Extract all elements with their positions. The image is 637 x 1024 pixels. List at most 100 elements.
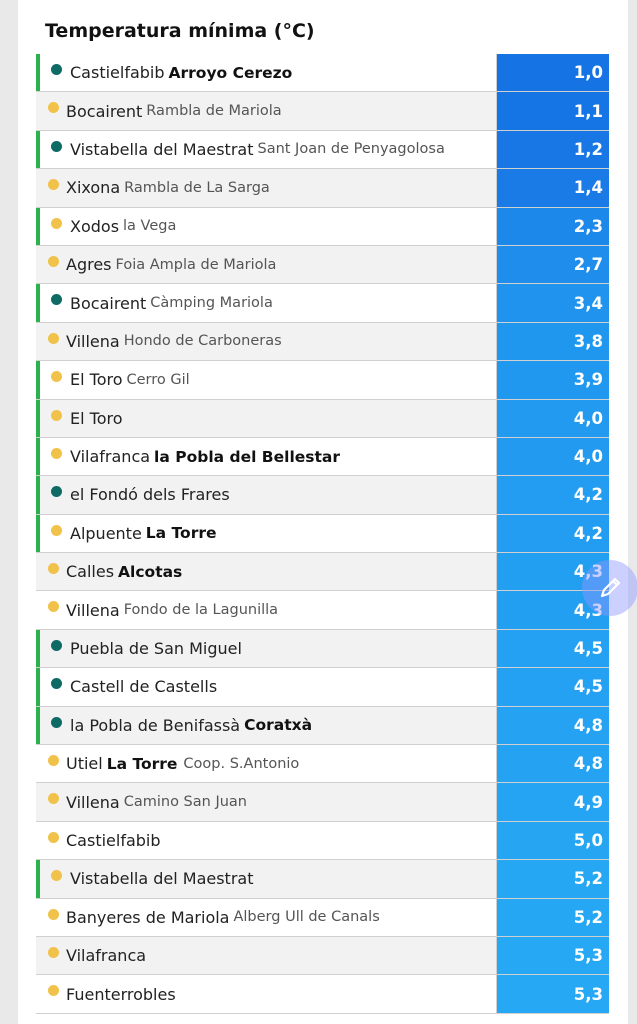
- station-cell: Utiel La Torre Coop. S.Antonio: [36, 745, 497, 783]
- station-dot-icon: [48, 255, 59, 267]
- station-dot-icon: [48, 563, 59, 575]
- table-row[interactable]: Castielfabib Arroyo Cerezo 1,0: [36, 54, 609, 93]
- station-location: El Toro: [70, 370, 123, 390]
- temperature-value: 4,9: [497, 783, 609, 821]
- station-dot-icon: [48, 102, 59, 114]
- table-row[interactable]: Villena Fondo de la Lagunilla 4,3: [36, 591, 609, 630]
- table-row[interactable]: Fuenterrobles 5,3: [36, 975, 609, 1014]
- edit-fab-button[interactable]: [582, 560, 637, 616]
- station-name: La Torre: [106, 754, 178, 773]
- table-row[interactable]: Utiel La Torre Coop. S.Antonio 4,8: [36, 745, 609, 784]
- temperature-value: 3,4: [497, 284, 609, 322]
- station-name: la Vega: [123, 218, 177, 235]
- temperature-value: 5,0: [497, 821, 609, 860]
- table-row[interactable]: Bocairent Rambla de Mariola 1,1: [36, 92, 609, 131]
- table-row[interactable]: Puebla de San Miguel 4,5: [36, 629, 609, 669]
- station-cell: El Toro: [36, 399, 497, 437]
- station-cell: Banyeres de Mariola Alberg Ull de Canals: [36, 898, 497, 936]
- station-cell: el Fondó dels Frares: [36, 476, 497, 514]
- table-row[interactable]: Xodos la Vega 2,3: [36, 207, 609, 246]
- station-dot-icon: [51, 140, 62, 152]
- station-location: Castell de Castells: [70, 677, 218, 697]
- station-location: Bocairent: [70, 293, 147, 313]
- table-row[interactable]: la Pobla de Benifassà Coratxà 4,8: [36, 706, 609, 746]
- station-cell: Villena Hondo de Carboneras: [36, 322, 497, 361]
- station-cell: Vistabella del Maestrat: [36, 860, 497, 898]
- station-dot-icon: [51, 371, 62, 383]
- temperature-value: 5,3: [497, 975, 609, 1013]
- temperature-value: 5,2: [497, 898, 609, 936]
- station-cell: la Pobla de Benifassà Coratxà: [36, 706, 497, 745]
- station-cell: El Toro Cerro Gil: [36, 361, 497, 399]
- station-dot-icon: [48, 601, 59, 613]
- station-cell: Xixona Rambla de La Sarga: [36, 169, 497, 207]
- table-row[interactable]: Xixona Rambla de La Sarga 1,4: [36, 169, 609, 208]
- temperature-value: 4,3: [497, 591, 609, 629]
- station-location: Utiel: [66, 754, 103, 774]
- table-row[interactable]: Villena Camino San Juan 4,9: [36, 783, 609, 822]
- station-location: Alpuente: [70, 523, 142, 543]
- station-cell: Alpuente La Torre: [36, 514, 497, 553]
- station-dot-icon: [48, 332, 59, 344]
- station-dot-icon: [51, 870, 62, 882]
- station-cell: Xodos la Vega: [36, 207, 497, 245]
- station-location: Xodos: [70, 216, 120, 236]
- table-row[interactable]: Villena Hondo de Carboneras 3,8: [36, 322, 609, 362]
- table-row[interactable]: El Toro 4,0: [36, 399, 609, 438]
- temperature-value: 1,0: [497, 54, 609, 92]
- station-cell: Castell de Castells: [36, 668, 497, 706]
- station-name: Cerro Gil: [126, 371, 190, 388]
- station-cell: Vilafranca: [36, 936, 497, 975]
- temperature-value: 4,0: [497, 399, 609, 437]
- station-name: Rambla de La Sarga: [124, 179, 270, 196]
- station-dot-icon: [48, 793, 59, 805]
- station-location: Vistabella del Maestrat: [70, 869, 254, 889]
- station-name: Foia Ampla de Mariola: [115, 256, 277, 273]
- station-name: La Torre: [145, 524, 217, 543]
- station-dot-icon: [51, 524, 62, 536]
- temperature-value: 1,1: [497, 92, 609, 130]
- pencil-icon: [600, 577, 621, 598]
- table-row[interactable]: Vistabella del Maestrat 5,2: [36, 860, 609, 899]
- station-location: Villena: [66, 600, 120, 620]
- station-dot-icon: [51, 294, 62, 306]
- table-row[interactable]: el Fondó dels Frares 4,2: [36, 476, 609, 515]
- station-location: Agres: [66, 255, 112, 275]
- station-cell: Calles Alcotas: [36, 553, 497, 591]
- station-cell: Villena Fondo de la Lagunilla: [36, 591, 497, 629]
- temperature-value: 5,2: [497, 860, 609, 898]
- temperature-value: 2,3: [497, 207, 609, 245]
- table-row[interactable]: Vilafranca la Pobla del Bellestar 4,0: [36, 437, 609, 477]
- table-row[interactable]: Alpuente La Torre 4,2: [36, 514, 609, 554]
- temperature-value: 2,7: [497, 245, 609, 284]
- temperature-value: 4,2: [497, 514, 609, 553]
- station-location: Puebla de San Miguel: [70, 639, 242, 659]
- station-dot-icon: [51, 678, 62, 690]
- table-row[interactable]: Agres Foia Ampla de Mariola 2,7: [36, 245, 609, 285]
- station-location: Villena: [66, 331, 120, 351]
- station-dot-icon: [51, 716, 62, 728]
- table-row[interactable]: Calles Alcotas 4,3: [36, 553, 609, 592]
- station-location: el Fondó dels Frares: [70, 485, 230, 505]
- station-dot-icon: [48, 179, 59, 191]
- table-row[interactable]: Castielfabib 5,0: [36, 821, 609, 861]
- table-row[interactable]: Vilafranca 5,3: [36, 936, 609, 976]
- table-row[interactable]: El Toro Cerro Gil 3,9: [36, 361, 609, 400]
- station-cell: Castielfabib: [36, 821, 497, 860]
- station-cell: Agres Foia Ampla de Mariola: [36, 245, 497, 284]
- station-cell: Vistabella del Maestrat Sant Joan de Peny…: [36, 130, 497, 169]
- station-location: Fuenterrobles: [66, 984, 176, 1004]
- temperature-value: 4,3: [497, 553, 609, 591]
- table-row[interactable]: Banyeres de Mariola Alberg Ull de Canals 5…: [36, 898, 609, 937]
- temperature-value: 4,2: [497, 476, 609, 514]
- station-dot-icon: [48, 946, 59, 958]
- station-location: Calles: [66, 562, 115, 582]
- table-row[interactable]: Castell de Castells 4,5: [36, 668, 609, 707]
- table-row[interactable]: Bocairent Càmping Mariola 3,4: [36, 284, 609, 323]
- station-dot-icon: [48, 985, 59, 997]
- station-name: la Pobla del Bellestar: [154, 447, 341, 466]
- station-location: Castielfabib: [70, 63, 165, 83]
- table-row[interactable]: Vistabella del Maestrat Sant Joan de Peny…: [36, 130, 609, 170]
- station-cell: Bocairent Càmping Mariola: [36, 284, 497, 322]
- station-location: Bocairent: [66, 101, 143, 121]
